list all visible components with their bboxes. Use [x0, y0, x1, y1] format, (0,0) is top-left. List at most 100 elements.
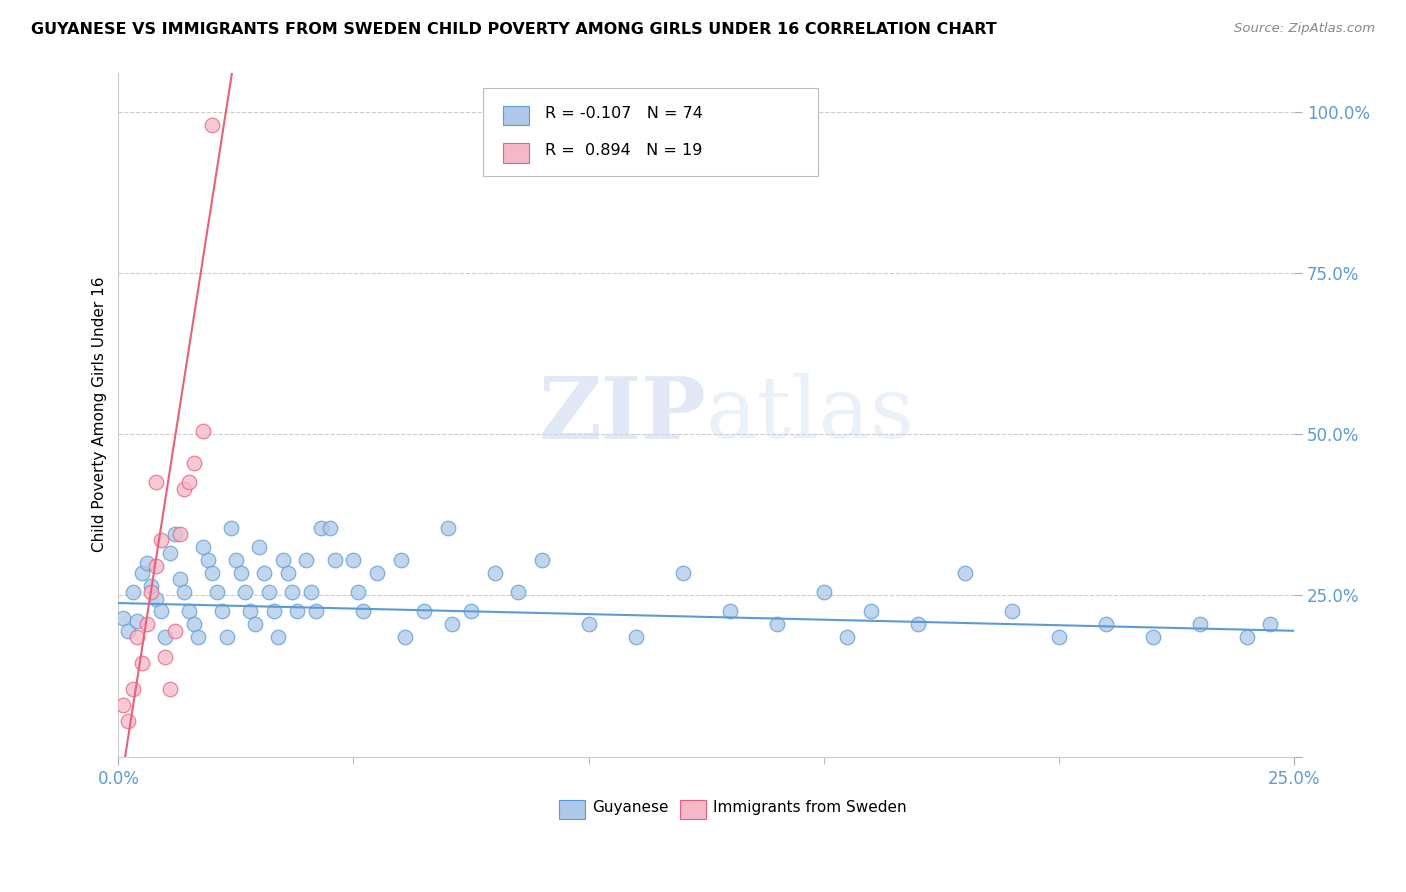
- Text: R =  0.894   N = 19: R = 0.894 N = 19: [546, 144, 703, 159]
- Point: [141, 585, 163, 599]
- Point: [187, 630, 209, 644]
- Point: [530, 553, 553, 567]
- Point: [506, 585, 529, 599]
- Point: [671, 566, 693, 580]
- Point: [235, 585, 257, 599]
- Point: [145, 559, 167, 574]
- Point: [127, 630, 149, 644]
- Point: [177, 604, 200, 618]
- Point: [460, 604, 482, 618]
- Point: [249, 540, 271, 554]
- Point: [112, 698, 135, 712]
- Point: [149, 533, 172, 548]
- Point: [149, 604, 172, 618]
- Point: [253, 566, 276, 580]
- Point: [624, 630, 647, 644]
- Text: R = -0.107   N = 74: R = -0.107 N = 74: [546, 106, 703, 121]
- Point: [277, 566, 299, 580]
- Point: [413, 604, 436, 618]
- Point: [163, 527, 186, 541]
- Point: [145, 475, 167, 490]
- Point: [347, 585, 370, 599]
- Point: [1001, 604, 1024, 618]
- Point: [319, 520, 342, 534]
- Text: GUYANESE VS IMMIGRANTS FROM SWEDEN CHILD POVERTY AMONG GIRLS UNDER 16 CORRELATIO: GUYANESE VS IMMIGRANTS FROM SWEDEN CHILD…: [31, 22, 997, 37]
- Point: [169, 527, 191, 541]
- Point: [352, 604, 374, 618]
- Point: [239, 604, 262, 618]
- Text: ZIP: ZIP: [538, 373, 706, 457]
- Point: [1094, 617, 1116, 632]
- Point: [121, 681, 143, 696]
- FancyBboxPatch shape: [681, 799, 706, 819]
- Point: [183, 456, 205, 470]
- Point: [177, 475, 200, 490]
- FancyBboxPatch shape: [482, 88, 818, 176]
- Point: [163, 624, 186, 638]
- Point: [197, 553, 219, 567]
- Point: [765, 617, 787, 632]
- Point: [578, 617, 600, 632]
- Point: [271, 553, 294, 567]
- Point: [135, 617, 157, 632]
- Point: [219, 520, 242, 534]
- Y-axis label: Child Poverty Among Girls Under 16: Child Poverty Among Girls Under 16: [93, 277, 107, 552]
- Text: atlas: atlas: [706, 373, 915, 457]
- Point: [183, 617, 205, 632]
- FancyBboxPatch shape: [503, 143, 529, 162]
- Point: [263, 604, 285, 618]
- Point: [169, 572, 191, 586]
- Point: [484, 566, 506, 580]
- Point: [718, 604, 741, 618]
- Point: [243, 617, 266, 632]
- Point: [436, 520, 458, 534]
- Point: [953, 566, 976, 580]
- Point: [394, 630, 416, 644]
- Text: Guyanese: Guyanese: [592, 800, 669, 815]
- Point: [859, 604, 882, 618]
- Point: [835, 630, 858, 644]
- Point: [173, 482, 195, 496]
- Point: [155, 649, 177, 664]
- Point: [131, 566, 153, 580]
- Point: [201, 566, 224, 580]
- Point: [285, 604, 308, 618]
- Point: [155, 630, 177, 644]
- Point: [225, 553, 247, 567]
- Point: [215, 630, 238, 644]
- Point: [211, 604, 233, 618]
- Point: [366, 566, 388, 580]
- Point: [1188, 617, 1211, 632]
- Point: [1258, 617, 1281, 632]
- Point: [141, 579, 163, 593]
- Point: [127, 614, 149, 628]
- Point: [299, 585, 322, 599]
- Point: [309, 520, 332, 534]
- Point: [813, 585, 835, 599]
- Point: [135, 556, 157, 570]
- Point: [191, 540, 214, 554]
- Point: [441, 617, 464, 632]
- Text: Immigrants from Sweden: Immigrants from Sweden: [713, 800, 907, 815]
- Point: [267, 630, 290, 644]
- Point: [389, 553, 412, 567]
- Point: [145, 591, 167, 606]
- Point: [1047, 630, 1070, 644]
- Point: [131, 656, 153, 670]
- Point: [201, 118, 224, 132]
- Point: [159, 546, 181, 560]
- Point: [117, 624, 139, 638]
- Point: [112, 611, 135, 625]
- FancyBboxPatch shape: [503, 106, 529, 126]
- FancyBboxPatch shape: [560, 799, 585, 819]
- Point: [117, 714, 139, 728]
- Point: [205, 585, 228, 599]
- Point: [229, 566, 252, 580]
- Point: [159, 681, 181, 696]
- Point: [191, 424, 214, 438]
- Point: [305, 604, 328, 618]
- Text: Source: ZipAtlas.com: Source: ZipAtlas.com: [1234, 22, 1375, 36]
- Point: [342, 553, 364, 567]
- Point: [257, 585, 280, 599]
- Point: [907, 617, 929, 632]
